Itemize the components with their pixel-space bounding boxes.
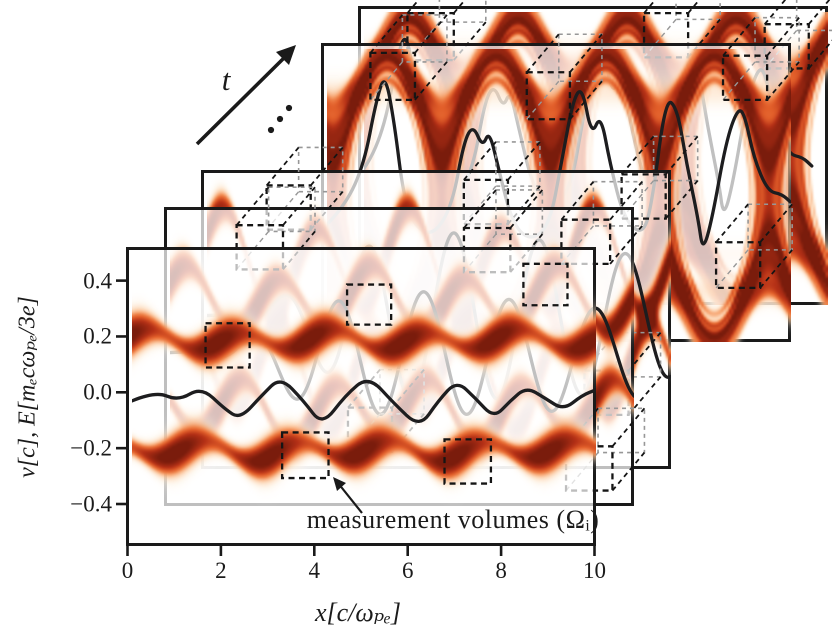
y-tick-label: −0.2	[70, 435, 112, 461]
time-arrow-shaft	[195, 52, 290, 146]
x-tick-label: 0	[121, 558, 134, 583]
x-axis-label: x[c/ωₚₑ]	[314, 598, 402, 627]
snapshot-t0	[126, 247, 596, 546]
y-tick-label: 0.4	[83, 268, 112, 294]
ellipsis-dot	[276, 115, 284, 123]
time-arrow-icon	[195, 45, 296, 146]
time-arrow-label: t	[221, 62, 231, 97]
x-tick-label: 6	[401, 558, 414, 583]
y-tick-label: 0.2	[83, 323, 112, 349]
ellipsis-dot	[267, 126, 275, 134]
x-tick-label: 10	[583, 558, 606, 583]
ellipsis-dots	[267, 104, 293, 134]
ellipsis-dot	[285, 104, 293, 112]
x-tick-label: 8	[495, 558, 507, 583]
x-tick-label: 2	[215, 558, 227, 583]
y-tick-label: −0.4	[70, 491, 112, 517]
measurement-volumes-annotation: measurement volumes (Ωᵢ)	[306, 505, 600, 534]
x-tick-label: 4	[308, 558, 321, 583]
y-axis-label: v[c], E[mₑcωₚₑ/3e]	[14, 295, 41, 478]
time-arrow-head	[276, 45, 296, 65]
y-tick-label: 0.0	[83, 379, 112, 405]
phase-space-heatmap-canvas	[132, 253, 596, 546]
